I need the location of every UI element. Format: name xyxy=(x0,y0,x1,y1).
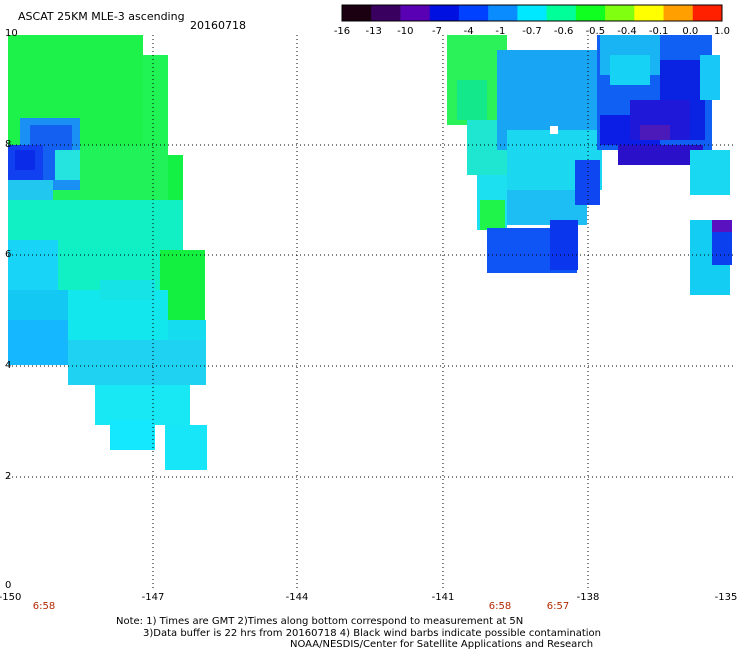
note-line-1: Note: 1) Times are GMT 2)Times along bot… xyxy=(116,616,524,627)
colorbar-segment xyxy=(458,5,489,21)
colorbar-label: -7 xyxy=(432,26,442,37)
y-tick-8: 8 xyxy=(5,139,12,150)
colorbar-label: -16 xyxy=(333,26,351,37)
colorbar-segment xyxy=(371,5,401,21)
colorbar-segment xyxy=(663,5,694,21)
x-tick-144: -144 xyxy=(285,592,309,603)
y-tick-10: 10 xyxy=(5,28,18,39)
colorbar-segment xyxy=(605,5,635,21)
x-tick-135: -135 xyxy=(714,592,738,603)
colorbar-label: -10 xyxy=(397,26,414,37)
grid-lines xyxy=(8,35,733,588)
colorbar-segment xyxy=(342,5,372,21)
colorbar-segment xyxy=(488,5,518,21)
colorbar-segment xyxy=(692,5,723,21)
colorbar-label: -0.4 xyxy=(617,26,637,37)
swath-west xyxy=(8,35,207,470)
x-tick-150: -150 xyxy=(0,592,22,603)
time-label-1: 6:58 xyxy=(32,601,56,612)
colorbar-segment xyxy=(575,5,606,21)
y-tick-4: 4 xyxy=(5,360,12,371)
note-line-2: 3)Data buffer is 22 hrs from 20160718 4)… xyxy=(143,628,601,639)
colorbar-label: -13 xyxy=(365,26,382,37)
product-title: ASCAT 25KM MLE-3 ascending xyxy=(18,10,185,23)
colorbar-label: 0.0 xyxy=(682,26,699,37)
time-label-3: 6:57 xyxy=(546,601,570,612)
colorbar-label: -4 xyxy=(463,26,474,37)
swath-east xyxy=(447,35,732,295)
colorbar-segment xyxy=(517,5,548,21)
colorbar-segment xyxy=(546,5,577,21)
x-tick-147: -147 xyxy=(141,592,165,603)
time-label-2: 6:58 xyxy=(488,601,512,612)
colorbar xyxy=(341,4,723,22)
colorbar-label: -0.7 xyxy=(522,26,542,37)
colorbar-label: 1.0 xyxy=(714,26,730,37)
colorbar-label: -1 xyxy=(495,26,506,37)
colorbar-segment xyxy=(429,5,460,21)
colorbar-segment xyxy=(400,5,431,21)
colorbar-label: -0.5 xyxy=(585,26,606,37)
y-tick-0: 0 xyxy=(5,580,12,591)
y-tick-6: 6 xyxy=(5,249,12,260)
y-tick-2: 2 xyxy=(5,471,12,482)
product-date: 20160718 xyxy=(190,19,246,32)
colorbar-label: -0.6 xyxy=(553,26,574,37)
note-line-3: NOAA/NESDIS/Center for Satellite Applica… xyxy=(290,639,594,650)
colorbar-frame xyxy=(341,4,723,22)
colorbar-label: -0.1 xyxy=(648,26,669,37)
colorbar-segment xyxy=(634,5,665,21)
x-tick-141: -141 xyxy=(431,592,455,603)
x-tick-138: -138 xyxy=(576,592,600,603)
